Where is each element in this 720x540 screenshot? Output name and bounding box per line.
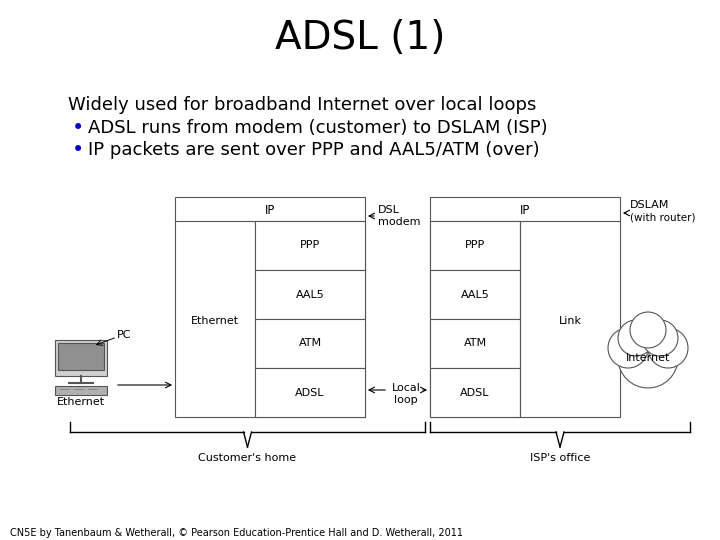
Text: loop: loop xyxy=(394,395,418,405)
Text: ATM: ATM xyxy=(298,339,322,348)
Text: Customer's home: Customer's home xyxy=(199,453,297,463)
Text: AAL5: AAL5 xyxy=(461,289,490,300)
Circle shape xyxy=(618,328,678,388)
FancyBboxPatch shape xyxy=(58,343,104,370)
Text: CN5E by Tanenbaum & Wetherall, © Pearson Education-Prentice Hall and D. Wetheral: CN5E by Tanenbaum & Wetherall, © Pearson… xyxy=(10,528,463,538)
FancyBboxPatch shape xyxy=(255,319,365,368)
FancyBboxPatch shape xyxy=(430,319,520,368)
FancyBboxPatch shape xyxy=(255,368,365,417)
FancyBboxPatch shape xyxy=(175,197,365,417)
Text: IP packets are sent over PPP and AAL5/ATM (over): IP packets are sent over PPP and AAL5/AT… xyxy=(88,141,539,159)
Text: ISP's office: ISP's office xyxy=(530,453,590,463)
Circle shape xyxy=(618,320,654,356)
Text: ADSL (1): ADSL (1) xyxy=(275,19,445,57)
Circle shape xyxy=(630,312,666,348)
Text: Ethernet: Ethernet xyxy=(57,397,105,407)
FancyBboxPatch shape xyxy=(430,197,620,417)
FancyBboxPatch shape xyxy=(55,386,107,395)
Text: ADSL: ADSL xyxy=(295,388,325,397)
Text: Widely used for broadband Internet over local loops: Widely used for broadband Internet over … xyxy=(68,96,536,114)
Text: IP: IP xyxy=(265,204,275,217)
Text: DSLAM: DSLAM xyxy=(630,200,670,210)
FancyBboxPatch shape xyxy=(55,340,107,376)
Text: ADSL runs from modem (customer) to DSLAM (ISP): ADSL runs from modem (customer) to DSLAM… xyxy=(88,119,548,137)
Text: Internet: Internet xyxy=(626,353,670,363)
Text: modem: modem xyxy=(378,217,420,227)
FancyBboxPatch shape xyxy=(430,270,520,319)
Text: PPP: PPP xyxy=(465,240,485,251)
Circle shape xyxy=(648,328,688,368)
Text: Link: Link xyxy=(559,316,582,326)
Text: ADSL: ADSL xyxy=(460,388,490,397)
Circle shape xyxy=(608,328,648,368)
Text: ATM: ATM xyxy=(464,339,487,348)
FancyBboxPatch shape xyxy=(255,221,365,270)
Text: •: • xyxy=(72,118,84,138)
Text: Ethernet: Ethernet xyxy=(191,316,239,326)
Text: PPP: PPP xyxy=(300,240,320,251)
Circle shape xyxy=(642,320,678,356)
Text: PC: PC xyxy=(117,330,132,340)
FancyBboxPatch shape xyxy=(255,270,365,319)
Text: Local: Local xyxy=(392,383,420,393)
Text: DSL: DSL xyxy=(378,205,400,215)
Text: AAL5: AAL5 xyxy=(296,289,325,300)
Text: •: • xyxy=(72,140,84,160)
Text: IP: IP xyxy=(520,204,530,217)
FancyBboxPatch shape xyxy=(430,368,520,417)
Text: (with router): (with router) xyxy=(630,212,696,222)
FancyBboxPatch shape xyxy=(430,221,520,270)
